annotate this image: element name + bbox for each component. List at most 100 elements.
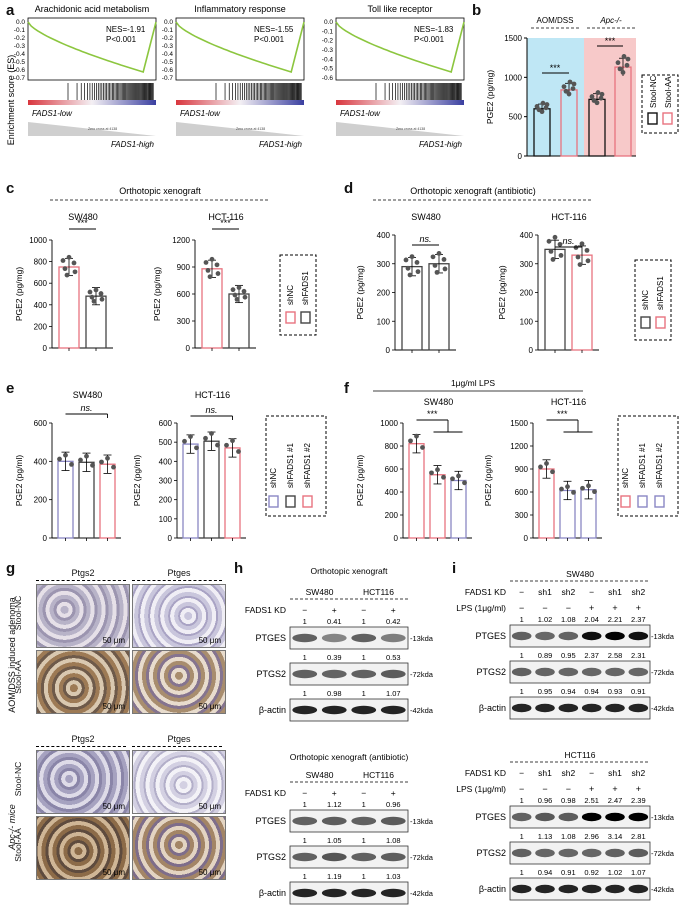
quant-value: 1.03 bbox=[386, 872, 401, 881]
band bbox=[581, 884, 602, 894]
data-point bbox=[215, 271, 221, 276]
blot-strip bbox=[509, 805, 651, 829]
gsea-rank-bar bbox=[28, 100, 156, 105]
blot-strip bbox=[509, 660, 651, 684]
y-tick-label: 600 bbox=[515, 488, 529, 497]
lane-lps: + bbox=[636, 784, 641, 794]
data-point bbox=[236, 449, 241, 454]
quant-value: 1 bbox=[520, 651, 524, 660]
gsea-tick: -0.3 bbox=[322, 47, 334, 54]
band bbox=[628, 812, 649, 822]
chart-title: SW480 bbox=[68, 212, 98, 222]
quant-value: 2.39 bbox=[631, 796, 646, 805]
panel-b-chart: AOM/DSS Apc-/- PGE2 (pg/mg) 0 500 1000 1500 *… bbox=[485, 16, 679, 161]
quant-value: 1.07 bbox=[631, 868, 646, 877]
protein-label: PTGS2 bbox=[256, 852, 286, 862]
gsea-ylabel: Enrichment score (ES) bbox=[6, 55, 16, 146]
y-tick-label: 800 bbox=[34, 258, 48, 267]
legend-e-0: shNC bbox=[269, 468, 278, 488]
significance-label: *** bbox=[220, 218, 231, 228]
chart-title: HCT-116 bbox=[551, 397, 586, 407]
size-marker: -72kda bbox=[651, 849, 675, 858]
band bbox=[605, 667, 625, 677]
kd-label: FADS1 KD bbox=[465, 587, 506, 597]
panel-letter-c: c bbox=[6, 180, 15, 197]
chart-ylabel: PGE2 (pg/mg) bbox=[152, 267, 162, 321]
quant-value: 2.31 bbox=[631, 651, 646, 660]
quant-value: 2.37 bbox=[584, 651, 599, 660]
panel-h: Orthotopic xenograft SW480 HCT116 FADS1 KD −… bbox=[245, 566, 434, 905]
lane-kd: − bbox=[361, 788, 366, 798]
data-point bbox=[89, 294, 95, 300]
lane-kd: sh2 bbox=[631, 768, 645, 778]
lane-lps: + bbox=[589, 784, 594, 794]
legend-f-1: shFADS1 #1 bbox=[638, 443, 647, 488]
y-tick-label: 600 bbox=[385, 465, 399, 474]
gsea-metric bbox=[336, 122, 464, 136]
quant-value: 1.07 bbox=[386, 689, 401, 698]
quant-value: 2.37 bbox=[631, 615, 646, 624]
quant-value: 0.92 bbox=[584, 868, 599, 877]
band bbox=[321, 669, 347, 679]
legend-e-2: shFADS1 #2 bbox=[303, 443, 312, 488]
data-point bbox=[592, 489, 597, 495]
data-point bbox=[62, 266, 68, 272]
bar bbox=[401, 265, 423, 351]
quant-value: 1.08 bbox=[386, 836, 401, 845]
data-point bbox=[66, 254, 72, 260]
y-tick-label: 600 bbox=[177, 290, 191, 299]
data-point bbox=[99, 296, 105, 302]
y-tick-label: 200 bbox=[34, 322, 48, 331]
lane-kd: + bbox=[391, 605, 396, 615]
band bbox=[605, 884, 625, 894]
band bbox=[628, 667, 649, 677]
y-tick-label: 0 bbox=[524, 534, 529, 543]
y-tick-label: 600 bbox=[34, 279, 48, 288]
ihc-row-nc-1: Stool-NC bbox=[13, 595, 23, 631]
legend-f-0: shNC bbox=[621, 468, 630, 488]
y-tick-label: 0 bbox=[43, 534, 48, 543]
data-point bbox=[550, 257, 556, 262]
lane-kd: sh1 bbox=[608, 587, 622, 597]
gsea-plot: Toll like receptor 0.0 -0.1 -0.2 -0.3 -0.4 -0.… bbox=[322, 4, 465, 149]
quant-value: 1 bbox=[303, 872, 307, 881]
data-point bbox=[625, 56, 631, 62]
data-point bbox=[105, 455, 110, 461]
data-point bbox=[570, 86, 576, 91]
y-tick-label: 0 bbox=[394, 534, 399, 543]
protein-label: PTGS2 bbox=[256, 669, 286, 679]
y-tick-label: 400 bbox=[159, 457, 173, 466]
gsea-high-label: FADS1-high bbox=[259, 140, 303, 149]
data-point bbox=[78, 457, 83, 463]
data-point bbox=[599, 91, 605, 97]
gsea-curve bbox=[27, 21, 157, 74]
data-point bbox=[69, 462, 74, 467]
data-point bbox=[90, 462, 95, 468]
gsea-tick: -0.7 bbox=[162, 75, 174, 82]
band bbox=[292, 669, 318, 679]
lane-lps: − bbox=[566, 784, 571, 794]
y-tick-label: 1000 bbox=[504, 73, 522, 82]
size-marker: -42kda bbox=[410, 889, 434, 898]
band bbox=[558, 812, 579, 822]
y-tick-label: 0 bbox=[386, 346, 391, 355]
ihc-image2-ptges-nc: 50 μm bbox=[132, 750, 226, 814]
bar bbox=[538, 468, 555, 539]
quant-value: 1.08 bbox=[561, 615, 576, 624]
quant-value: 1 bbox=[520, 796, 524, 805]
chart-title: HCT-116 bbox=[195, 390, 230, 400]
quant-value: 0.94 bbox=[538, 868, 553, 877]
band bbox=[558, 703, 579, 713]
data-point bbox=[586, 483, 591, 489]
gsea-tick: -0.1 bbox=[162, 27, 174, 34]
gsea-metric bbox=[176, 122, 304, 136]
band bbox=[511, 667, 532, 677]
significance-label: *** bbox=[605, 36, 616, 46]
quant-value: 3.14 bbox=[608, 832, 623, 841]
bar bbox=[58, 266, 80, 349]
band bbox=[558, 667, 579, 677]
data-point bbox=[544, 461, 549, 466]
y-tick-label: 200 bbox=[377, 289, 391, 298]
data-point bbox=[111, 464, 116, 470]
band bbox=[351, 852, 377, 862]
